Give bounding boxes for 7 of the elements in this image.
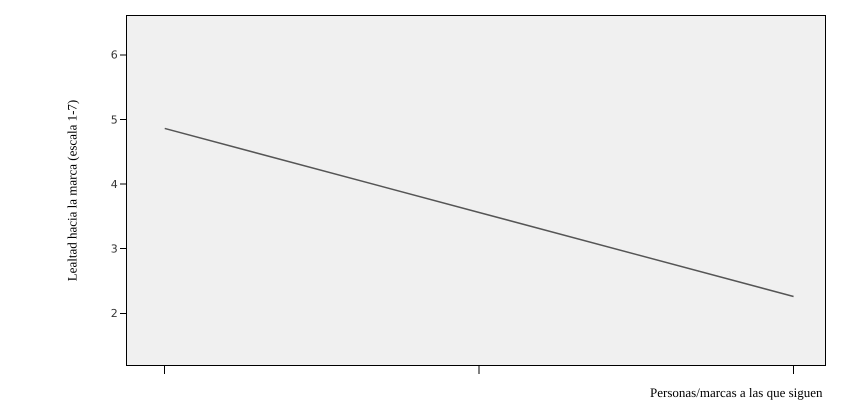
- y-tick-label: 3: [110, 242, 118, 256]
- y-tick-label: 4: [110, 178, 118, 191]
- y-tick-label: 5: [110, 113, 118, 126]
- y-tick-label: 6: [110, 48, 118, 62]
- y-axis-title: Lealtad hacia la marca (escala 1-7): [64, 100, 80, 282]
- y-tick-label: 2: [110, 307, 118, 320]
- x-axis-title: Personas/marcas a las que siguen: [650, 385, 824, 400]
